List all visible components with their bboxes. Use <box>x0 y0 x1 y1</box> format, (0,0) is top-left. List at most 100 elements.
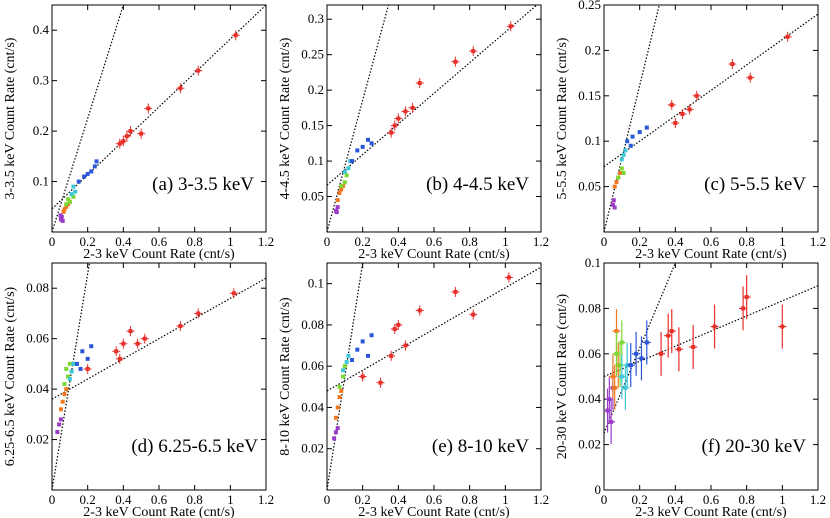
y-tick-label: 0.06 <box>26 331 49 346</box>
guide-line <box>327 263 364 490</box>
data-point-red <box>451 56 460 67</box>
x-tick-label: 1.2 <box>810 234 826 249</box>
data-point-red <box>778 304 787 349</box>
x-tick-label: 0 <box>324 234 331 249</box>
x-tick-label: 0.8 <box>187 492 203 507</box>
data-point-red <box>231 30 240 41</box>
data-point-red <box>692 90 701 101</box>
data-point-red <box>394 113 403 124</box>
data-point-red <box>133 338 142 349</box>
plot-frame <box>51 4 267 233</box>
data-point-red <box>119 338 128 349</box>
panel-title: (d) 6.25-6.5 keV <box>131 436 258 457</box>
data-point-cyan <box>342 169 347 174</box>
data-point-cyan <box>623 148 628 153</box>
guide-line <box>604 285 818 378</box>
y-tick-label: 0.08 <box>26 280 49 295</box>
x-axis-label: 2-3 keV Count Rate (cnt/s) <box>83 247 235 262</box>
x-tick-label: 0.8 <box>739 492 755 507</box>
data-point-blue <box>94 159 99 164</box>
data-point-red <box>376 377 385 388</box>
data-point-blue <box>85 356 90 361</box>
y-tick-label: 0.1 <box>585 255 601 270</box>
y-axis-label: 4-4.5 keV Count Rate (cnt/s) <box>278 37 293 199</box>
y-tick-label: 0.1 <box>308 153 324 168</box>
data-point-orange <box>608 354 617 399</box>
panel-title: (c) 5-5.5 keV <box>704 174 806 195</box>
x-tick-label: 0.4 <box>115 234 132 249</box>
panel-4: 0 0.2 0.4 0.6 0.8 1 1.2 0.02 0.04 0.06 0.08 (d) 6.2… <box>3 262 274 518</box>
x-tick-label: 0.2 <box>632 492 648 507</box>
data-point-orange <box>618 170 623 175</box>
y-axis-label: 20-30 keV Count Rate (cnt/s) <box>555 293 570 459</box>
data-point-red <box>176 321 185 332</box>
x-axis-label: 2-3 keV Count Rate (cnt/s) <box>358 247 510 262</box>
data-point-orange <box>64 387 69 392</box>
data-point-red <box>83 363 92 374</box>
y-tick-label: 0.15 <box>578 88 601 103</box>
data-point-blue <box>92 164 97 169</box>
data-point-blue <box>642 320 651 365</box>
x-tick-label: 0.4 <box>390 492 407 507</box>
data-point-purple <box>58 213 63 218</box>
y-axis-label: 6.25-6.5 keV Count Rate (cnt/s) <box>3 286 18 466</box>
data-point-orange <box>62 392 67 397</box>
data-point-purple <box>57 422 62 427</box>
data-point-blue <box>82 174 87 179</box>
x-axis-label: 2-3 keV Count Rate (cnt/s) <box>358 505 510 518</box>
x-tick-label: 0.4 <box>390 234 407 249</box>
y-tick-label: 0.04 <box>301 399 324 414</box>
data-point-red <box>657 331 666 376</box>
y-tick-label: 0.4 <box>33 22 50 37</box>
data-point-red <box>390 120 399 131</box>
data-point-blue <box>626 343 635 388</box>
data-point-green <box>621 170 626 175</box>
data-point-red <box>115 353 124 364</box>
y-tick-label: 0.02 <box>578 437 601 452</box>
y-tick-label: 0.05 <box>578 179 601 194</box>
data-point-purple <box>334 210 339 215</box>
data-point-orange <box>339 187 344 192</box>
y-tick-label: 0.08 <box>301 317 324 332</box>
y-tick-label: 0.04 <box>26 381 49 396</box>
guide-line <box>327 5 390 232</box>
data-point-red <box>144 103 153 114</box>
data-point-red <box>126 126 135 137</box>
guide-line <box>52 5 124 232</box>
y-tick-label: 0.02 <box>26 432 49 447</box>
data-point-purple <box>58 417 63 422</box>
data-point-red <box>678 108 687 119</box>
data-point-red <box>739 286 748 331</box>
x-tick-label: 1.2 <box>533 492 549 507</box>
guide-line <box>604 5 660 232</box>
x-axis-label: 2-3 keV Count Rate (cnt/s) <box>635 247 787 262</box>
data-point-red <box>401 340 410 351</box>
y-axis-label: 5-5.5 keV Count Rate (cnt/s) <box>555 37 570 199</box>
data-point-green <box>344 173 349 178</box>
guide-line <box>604 263 676 434</box>
data-point-purple <box>55 429 60 434</box>
data-point-red <box>504 272 513 283</box>
data-point-purple <box>612 205 617 210</box>
guide-line <box>327 266 541 392</box>
data-point-purple <box>60 218 65 223</box>
data-point-blue <box>637 130 642 135</box>
data-point-orange <box>60 399 65 404</box>
data-point-blue <box>360 339 365 344</box>
data-point-green <box>67 361 72 366</box>
data-point-blue <box>355 148 360 153</box>
data-point-red <box>674 327 683 372</box>
data-point-green <box>67 199 72 204</box>
data-point-blue <box>369 333 374 338</box>
x-tick-label: 0.6 <box>151 492 168 507</box>
data-point-red <box>137 128 146 139</box>
data-point-red <box>728 59 737 70</box>
data-point-blue <box>369 141 374 146</box>
guide-line <box>52 263 91 490</box>
y-tick-label: 0.1 <box>33 174 49 189</box>
x-tick-label: 1 <box>502 234 509 249</box>
x-tick-label: 0.2 <box>355 234 371 249</box>
data-point-green <box>612 331 621 376</box>
data-point-blue <box>625 139 630 144</box>
data-point-green <box>616 343 625 388</box>
